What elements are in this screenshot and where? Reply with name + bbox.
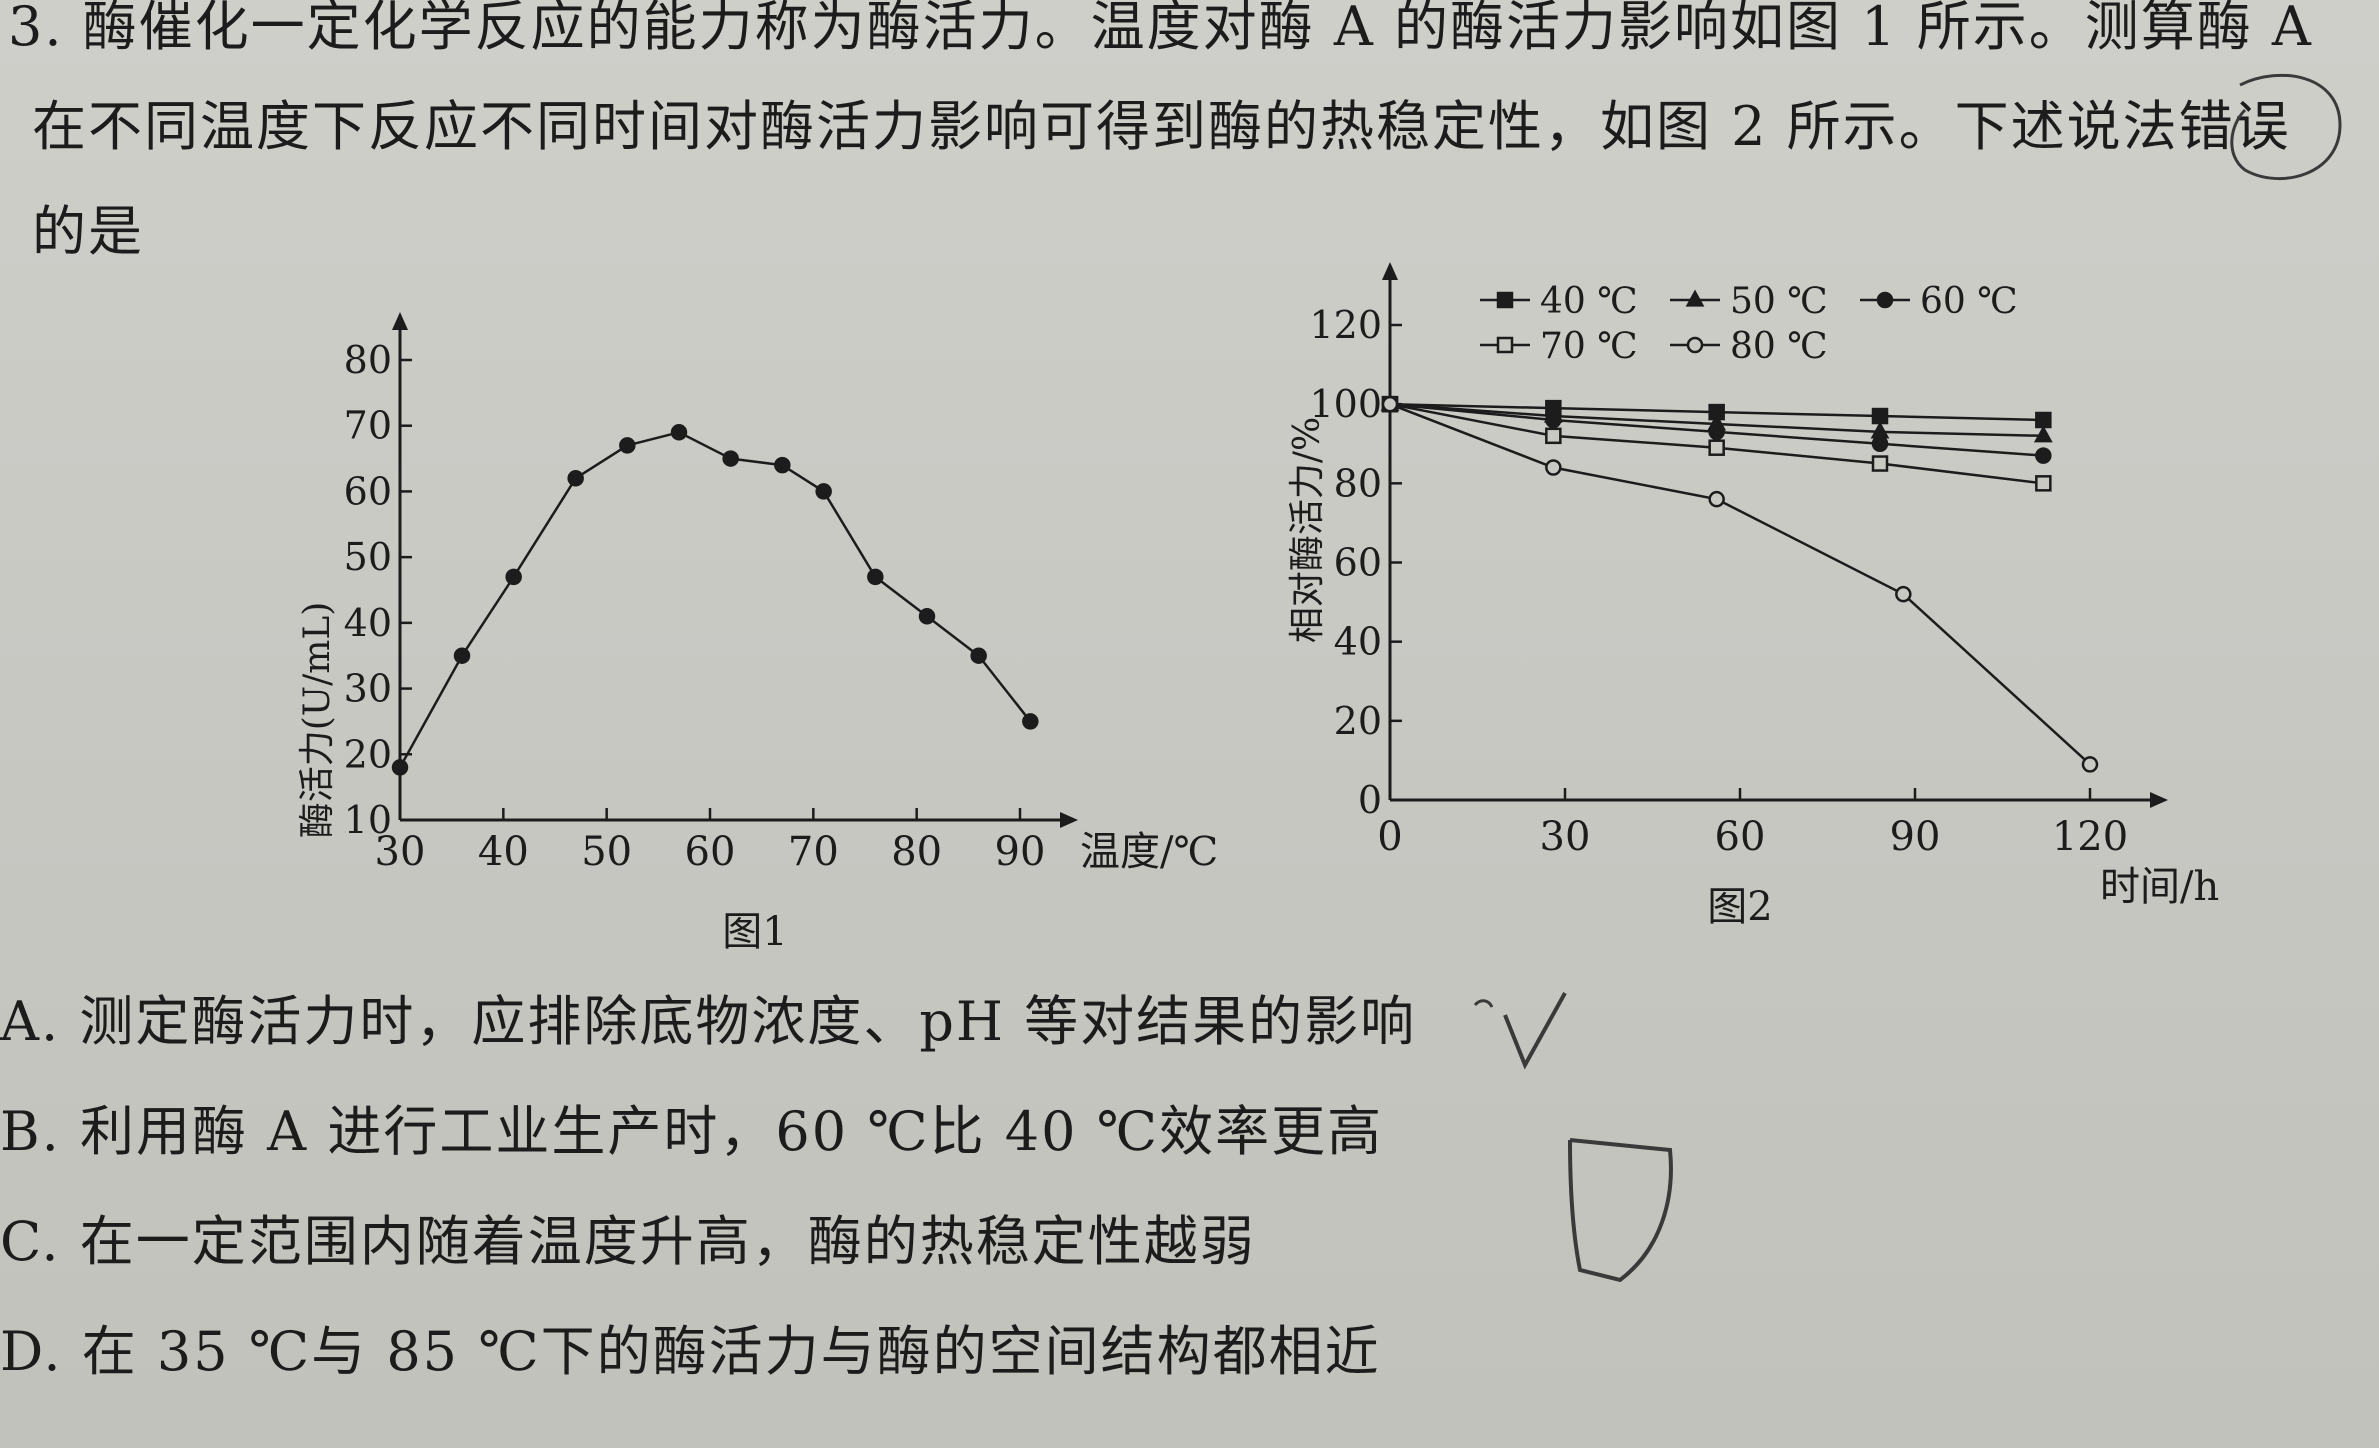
- data-point: [1871, 435, 1889, 452]
- legend-label: 40 ℃: [1540, 281, 1638, 322]
- data-point: [1545, 459, 1562, 476]
- data-point: [670, 424, 688, 441]
- figure-1-series: [391, 424, 1039, 776]
- x-tick-label: 120: [2052, 814, 2128, 860]
- data-point: [2081, 756, 2099, 773]
- figure-2-y-axis-label: 相对酶活力/%: [1287, 417, 1328, 643]
- y-tick-label: 100: [1309, 382, 1382, 426]
- y-tick-label: 60: [344, 469, 392, 513]
- x-tick-label: 90: [1890, 814, 1941, 860]
- data-point: [1708, 423, 1725, 441]
- option-b: B. 利用酶 A 进行工业生产时，60 ℃比 40 ℃效率更高: [0, 1100, 1384, 1163]
- figure-2-caption: 图2: [1707, 884, 1772, 930]
- data-point: [867, 568, 884, 586]
- data-point: [391, 759, 409, 776]
- series-line-0: [398, 430, 1032, 769]
- y-tick-label: 80: [344, 338, 392, 382]
- x-tick-label: 40: [478, 829, 529, 875]
- y-tick-label: 20: [1334, 699, 1382, 743]
- x-tick-label: 30: [375, 829, 426, 875]
- option-c: C. 在一定范围内随着温度升高，酶的热稳定性越弱: [0, 1210, 1256, 1273]
- data-point: [774, 456, 791, 474]
- legend-marker: [1496, 291, 1514, 309]
- data-point: [1871, 407, 1889, 425]
- question-line-2: 在不同温度下反应不同时间对酶活力影响可得到酶的热稳定性，如图 2 所示。下述说法…: [32, 95, 2291, 158]
- pen-circle-mark: [2230, 73, 2342, 181]
- figure-2-x-axis-label: 时间/h: [2100, 864, 2219, 910]
- legend-label: 60 ℃: [1920, 281, 2018, 322]
- data-point: [1708, 490, 1725, 508]
- data-point: [1022, 713, 1039, 730]
- data-point: [815, 483, 832, 500]
- y-tick-label: 40: [1334, 620, 1382, 664]
- figure-1-caption: 图1: [722, 909, 787, 955]
- data-point: [2033, 425, 2053, 443]
- x-tick-label: 30: [1540, 814, 1591, 860]
- x-tick-label: 90: [995, 829, 1046, 875]
- data-point: [2035, 447, 2052, 464]
- data-point: [2035, 475, 2052, 492]
- x-tick-label: 80: [891, 829, 942, 875]
- y-tick-label: 20: [344, 732, 392, 776]
- figure-1-axes: [392, 312, 1078, 828]
- data-point: [453, 647, 471, 664]
- x-axis-arrow: [1060, 812, 1078, 828]
- x-tick-label: 0: [1377, 814, 1402, 860]
- question-line-1: 3. 酶催化一定化学反应的能力称为酶活力。温度对酶 A 的酶活力影响如图 1 所…: [8, 0, 2313, 58]
- series-line-4: [1389, 403, 2091, 766]
- x-tick-label: 60: [1715, 814, 1766, 860]
- data-point: [1871, 455, 1889, 472]
- data-point: [1895, 585, 1912, 603]
- y-tick-label: 60: [1334, 541, 1382, 585]
- figure-1-y-axis-label: 酶活力(U/mL): [297, 602, 338, 839]
- figure-2-series: [1380, 393, 2099, 773]
- y-tick-label: 40: [344, 601, 392, 645]
- legend-label: 50 ℃: [1730, 281, 1828, 322]
- y-tick-label: 70: [344, 404, 392, 448]
- figure-1-x-axis-label: 温度/℃: [1080, 829, 1218, 875]
- data-point: [722, 450, 739, 467]
- pen-check-mark: [1473, 992, 1567, 1070]
- y-tick-label: 30: [344, 667, 392, 711]
- figure-2-chart: 0 30 60 90 120 0 20 40 60 80 100 120 40 ℃ 50 ℃ 60 ℃ 70…: [1287, 262, 2219, 930]
- figure-2-legend: 40 ℃ 50 ℃ 60 ℃ 70 ℃ 80 ℃: [1480, 281, 2018, 367]
- data-point: [567, 470, 584, 487]
- data-point: [619, 437, 636, 454]
- y-tick-label: 120: [1309, 303, 1382, 347]
- data-point: [918, 608, 936, 625]
- question-line-3: 的是: [32, 200, 144, 263]
- data-point: [2035, 411, 2052, 429]
- figure-2-axes: [1382, 262, 2168, 808]
- option-a: A. 测定酶活力时，应排除底物浓度、pH 等对结果的影响: [0, 990, 1417, 1053]
- legend-marker: [1876, 291, 1894, 309]
- y-axis-arrow: [1382, 262, 1398, 280]
- data-point: [505, 568, 522, 586]
- y-tick-label: 0: [1358, 778, 1382, 822]
- figure-1-chart: 30 40 50 60 70 80 90 10 20 30 40 50 60 70 80 温度/℃ 酶活力(…: [297, 312, 1218, 955]
- legend-label: 80 ℃: [1730, 326, 1828, 367]
- pen-d-mark: [1568, 1138, 1673, 1283]
- y-tick-label: 80: [1334, 461, 1382, 505]
- x-tick-label: 50: [581, 829, 632, 875]
- data-point: [1381, 395, 1399, 413]
- legend-marker: [1685, 289, 1705, 307]
- y-tick-label: 10: [344, 798, 392, 842]
- legend-marker: [1496, 336, 1514, 354]
- y-tick-label: 50: [344, 535, 392, 579]
- data-point: [1708, 439, 1725, 456]
- data-point: [970, 647, 987, 664]
- option-d: D. 在 35 ℃与 85 ℃下的酶活力与酶的空间结构都相近: [0, 1320, 1381, 1383]
- data-point: [1545, 427, 1562, 445]
- data-point: [1545, 411, 1562, 429]
- legend-label: 70 ℃: [1540, 326, 1638, 367]
- y-axis-arrow: [392, 312, 408, 330]
- legend-marker: [1686, 336, 1704, 354]
- figure-1-ticks: 30 40 50 60 70 80 90 10 20 30 40 50 60 70 80: [344, 338, 1046, 875]
- x-tick-label: 60: [685, 829, 736, 875]
- figure-2-ticks: 0 30 60 90 120 0 20 40 60 80 100 120: [1309, 303, 2128, 860]
- x-tick-label: 70: [788, 829, 839, 875]
- x-axis-arrow: [2150, 792, 2168, 808]
